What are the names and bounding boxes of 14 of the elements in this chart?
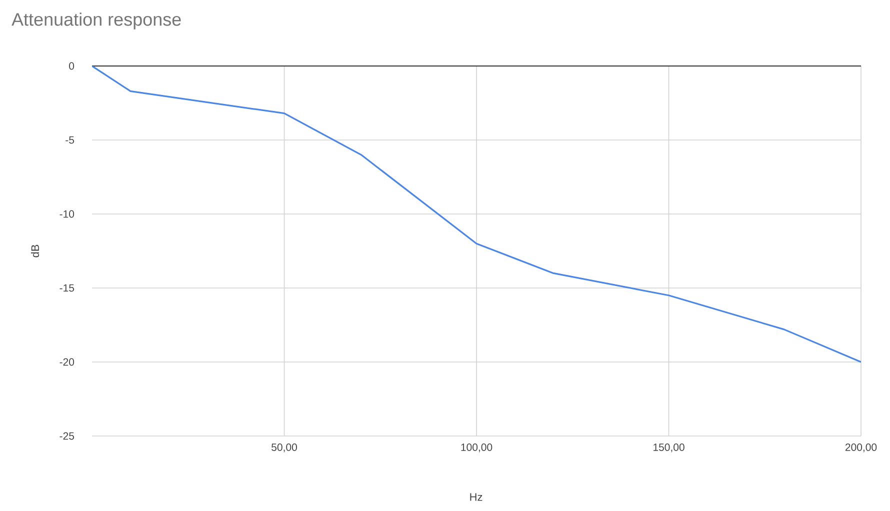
chart-title: Attenuation response xyxy=(12,12,181,30)
y-tick-label: -10 xyxy=(60,210,74,218)
x-tick-label: 150,00 xyxy=(654,444,684,452)
x-tick-label: 200,00 xyxy=(845,444,877,452)
x-tick-label: 100,00 xyxy=(461,444,492,452)
y-tick-label: -20 xyxy=(60,358,74,366)
y-tick-label: -15 xyxy=(60,284,74,292)
line-series xyxy=(92,66,862,363)
x-tick-label: 50,00 xyxy=(272,444,297,452)
y-axis-title: dB xyxy=(30,244,40,258)
y-tick-label: 0 xyxy=(69,62,74,70)
y-tick-label: -25 xyxy=(60,432,74,440)
y-tick-label: -5 xyxy=(66,136,74,144)
x-axis-title: Hz xyxy=(470,493,482,501)
